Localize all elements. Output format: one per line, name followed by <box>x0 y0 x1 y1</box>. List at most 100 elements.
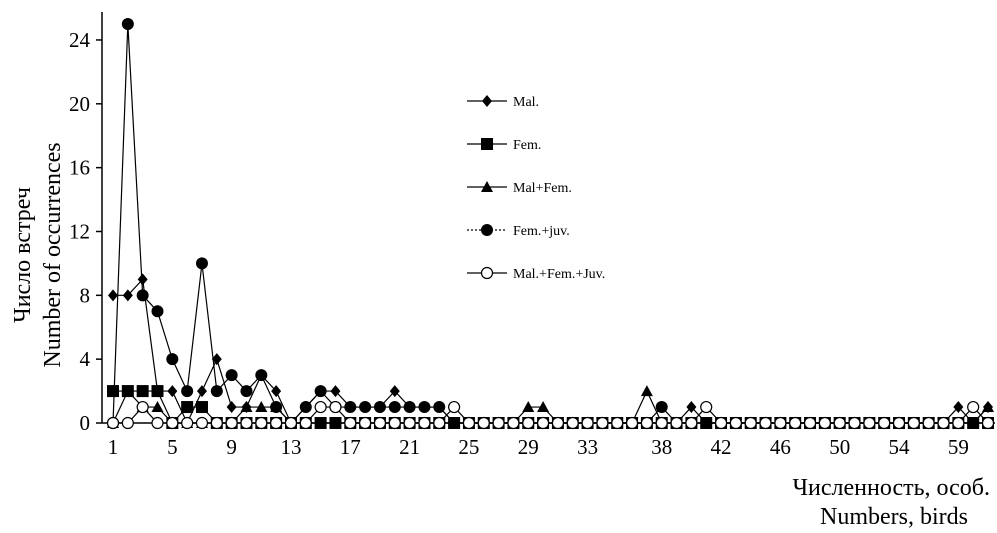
data-point <box>522 401 535 413</box>
data-point <box>270 416 283 430</box>
data-point <box>686 401 697 414</box>
x-tick-label: 59 <box>948 435 969 459</box>
data-point <box>106 416 120 430</box>
data-point <box>226 401 237 414</box>
y-tick-label: 24 <box>69 28 91 52</box>
legend-label: Mal+Fem. <box>513 181 572 196</box>
data-point <box>640 416 653 430</box>
data-point <box>255 401 268 413</box>
data-point <box>551 416 565 430</box>
data-point <box>299 416 312 430</box>
legend-label: Fem.+juv. <box>513 224 570 239</box>
data-point <box>284 416 298 430</box>
x-tick-label: 1 <box>108 435 119 459</box>
data-point <box>892 416 906 430</box>
x-tick-label: 25 <box>458 435 479 459</box>
legend-item: Fem. <box>467 138 541 153</box>
data-point <box>803 416 817 430</box>
data-point <box>418 401 431 414</box>
x-tick-label: 33 <box>577 435 598 459</box>
data-point <box>685 416 698 430</box>
data-point <box>433 416 446 430</box>
data-point <box>462 416 476 430</box>
x-tick-label: 38 <box>651 435 672 459</box>
data-point <box>566 416 579 430</box>
legend-item: Mal. <box>467 95 539 110</box>
data-point <box>210 416 223 430</box>
data-point <box>581 416 594 430</box>
data-point <box>166 416 179 430</box>
data-point <box>833 416 846 430</box>
legend-marker <box>481 224 493 236</box>
data-point <box>937 416 950 430</box>
data-point <box>982 401 994 413</box>
data-point <box>359 401 372 414</box>
data-point <box>388 416 401 430</box>
data-point <box>448 400 461 414</box>
data-point <box>537 401 550 413</box>
data-point <box>167 385 178 398</box>
data-point <box>848 416 861 430</box>
data-point <box>136 289 149 302</box>
data-point <box>922 416 935 430</box>
y-tick-label: 8 <box>80 283 91 307</box>
y-tick-label: 0 <box>80 411 91 435</box>
data-point <box>122 289 133 302</box>
data-point <box>907 416 920 430</box>
data-point <box>299 401 312 414</box>
y-axis-title-ru: Число встреч <box>10 187 36 323</box>
x-tick-label: 42 <box>711 435 732 459</box>
y-tick-label: 16 <box>69 156 90 180</box>
data-point <box>373 401 386 414</box>
data-point <box>314 417 327 428</box>
legend-label: Mal.+Fem.+Juv. <box>513 267 605 282</box>
data-point <box>255 416 268 430</box>
data-point <box>314 400 327 414</box>
data-point <box>107 385 119 398</box>
data-point <box>240 416 253 430</box>
x-tick-label: 17 <box>340 435 361 459</box>
data-point <box>373 416 387 430</box>
data-point <box>403 401 416 414</box>
y-tick-label: 4 <box>80 347 91 371</box>
data-point <box>210 385 223 398</box>
data-point <box>878 416 891 430</box>
data-point <box>121 18 134 30</box>
data-point <box>388 401 401 414</box>
x-tick-label: 5 <box>167 435 178 459</box>
data-point <box>151 305 164 318</box>
legend-item: Fem.+juv. <box>467 224 570 239</box>
data-point <box>151 385 164 398</box>
data-point <box>330 385 341 398</box>
data-point <box>240 385 253 398</box>
data-point <box>329 400 342 414</box>
data-point <box>953 401 964 414</box>
series-layer <box>106 18 995 430</box>
data-point <box>729 416 742 430</box>
y-tick-label: 12 <box>69 219 90 243</box>
data-point <box>640 385 653 397</box>
legend-marker <box>481 138 493 150</box>
data-point <box>492 416 505 430</box>
data-point <box>418 416 431 430</box>
legend-label: Mal. <box>513 95 539 110</box>
series-5 <box>106 400 995 430</box>
x-tick-label: 13 <box>280 435 301 459</box>
y-axis-title-en: Number of occurrences <box>40 142 66 367</box>
data-point <box>403 416 416 430</box>
data-point <box>195 257 208 270</box>
data-point <box>181 416 194 430</box>
series-1 <box>108 273 993 429</box>
data-point <box>700 417 713 429</box>
data-point <box>477 416 490 430</box>
data-point <box>774 416 787 430</box>
data-point <box>121 385 134 397</box>
data-point <box>211 353 222 366</box>
data-point <box>714 416 728 430</box>
data-point <box>389 385 400 398</box>
data-point <box>863 416 876 430</box>
data-point <box>195 416 209 430</box>
data-point <box>759 416 772 430</box>
